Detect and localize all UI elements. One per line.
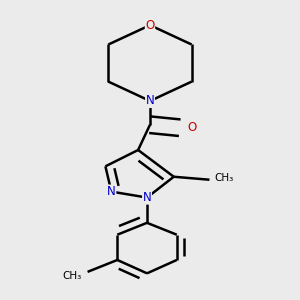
Text: N: N <box>143 191 152 204</box>
Text: N: N <box>146 94 154 107</box>
Text: O: O <box>187 121 196 134</box>
Text: O: O <box>146 19 154 32</box>
Text: N: N <box>107 185 116 198</box>
Text: CH₃: CH₃ <box>215 173 234 183</box>
Text: CH₃: CH₃ <box>62 271 82 281</box>
